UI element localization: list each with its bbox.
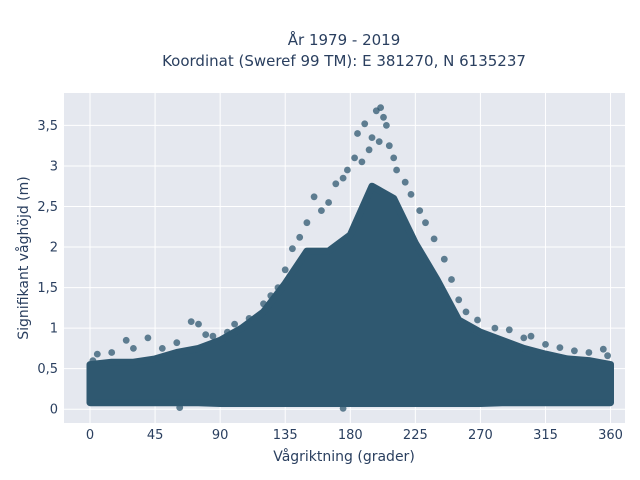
scatter-point [158, 345, 166, 352]
scatter-point [130, 345, 137, 352]
scatter-point [310, 193, 318, 201]
x-tick-label: 0 [86, 428, 94, 443]
x-tick-label: 360 [598, 428, 623, 443]
scatter-point [176, 404, 184, 411]
y-tick-label: 0 [50, 403, 58, 418]
x-axis-ticks: 0 45 90 135 180 225 270 315 360 [86, 428, 623, 443]
scatter-point [542, 341, 549, 348]
scatter-point [289, 245, 296, 253]
scatter-point [416, 207, 424, 215]
scatter-point [93, 350, 101, 358]
scatter-point [245, 315, 253, 322]
scatter-point [281, 266, 289, 274]
scatter-point [571, 347, 578, 355]
scatter-point [296, 233, 304, 241]
scatter-point [361, 120, 369, 128]
scatter-point [202, 331, 210, 338]
y-tick-label: 3,5 [37, 119, 58, 134]
scatter-point [604, 352, 611, 360]
chart-subtitle: Koordinat (Sweref 99 TM): E 381270, N 61… [162, 52, 526, 70]
scatter-point [260, 300, 267, 308]
scatter-point [474, 316, 481, 324]
x-tick-label: 45 [147, 428, 164, 443]
scatter-point [339, 174, 347, 182]
scatter-point [422, 219, 429, 227]
scatter-point [173, 339, 181, 347]
scatter-point [344, 166, 351, 174]
scatter-point [231, 320, 239, 328]
y-tick-label: 0,5 [37, 362, 58, 377]
scatter-point [462, 308, 470, 316]
scatter-point [354, 130, 361, 137]
scatter-point [274, 284, 282, 291]
scatter-point [491, 324, 499, 332]
scatter-point [377, 104, 384, 111]
scatter-point [505, 326, 513, 334]
x-tick-label: 225 [403, 428, 428, 443]
y-tick-label: 2,5 [37, 200, 58, 215]
y-axis-title: Signifikant våghöjd (m) [15, 176, 32, 339]
scatter-point [108, 349, 116, 356]
x-axis-title: Vågriktning (grader) [273, 448, 415, 465]
scatter-point [318, 207, 325, 215]
scatter-point [332, 180, 340, 188]
scatter-point [599, 345, 607, 353]
scatter-point [358, 158, 366, 166]
x-tick-label: 90 [212, 428, 229, 443]
scatter-point [339, 405, 347, 412]
scatter-point [527, 332, 535, 340]
y-tick-label: 2 [50, 241, 58, 256]
x-tick-label: 135 [273, 428, 298, 443]
x-tick-label: 315 [533, 428, 558, 443]
scatter-points [89, 104, 611, 412]
scatter-point [209, 332, 217, 340]
scatter-point [351, 154, 358, 162]
x-tick-label: 270 [468, 428, 493, 443]
scatter-point [390, 154, 398, 162]
scatter-point [195, 320, 202, 328]
scatter-point [401, 178, 409, 186]
scatter-point [187, 318, 195, 325]
y-tick-label: 3 [50, 159, 58, 174]
scatter-point [585, 349, 593, 356]
scatter-point [407, 191, 415, 198]
scatter-point [224, 328, 231, 336]
scatter-point [393, 166, 400, 174]
scatter-point [303, 219, 311, 227]
point-cloud [86, 182, 614, 407]
scatter-point [440, 255, 448, 263]
scatter-point [448, 276, 455, 283]
scatter-point [325, 199, 332, 206]
scatter-point [380, 113, 387, 121]
scatter-point [89, 357, 97, 364]
scatter-point [267, 292, 275, 300]
scatter-point [556, 344, 564, 351]
scatter-point [430, 235, 438, 243]
y-axis-ticks: 0 0,5 1 1,5 2 2,5 3 3,5 [37, 119, 58, 418]
y-tick-label: 1 [50, 322, 58, 337]
dense-point-cloud [86, 182, 614, 407]
y-tick-label: 1,5 [37, 281, 58, 296]
scatter-point [385, 142, 393, 150]
scatter-point [455, 296, 463, 304]
chart-title: År 1979 - 2019 [288, 30, 401, 49]
scatter-point [375, 138, 383, 146]
x-tick-label: 180 [338, 428, 363, 443]
scatter-point [122, 336, 130, 344]
scatter-point [383, 122, 390, 129]
scatter-point [365, 146, 373, 154]
scatter-point [520, 334, 528, 342]
scatter-point [144, 334, 152, 342]
scatter-point [368, 134, 376, 142]
